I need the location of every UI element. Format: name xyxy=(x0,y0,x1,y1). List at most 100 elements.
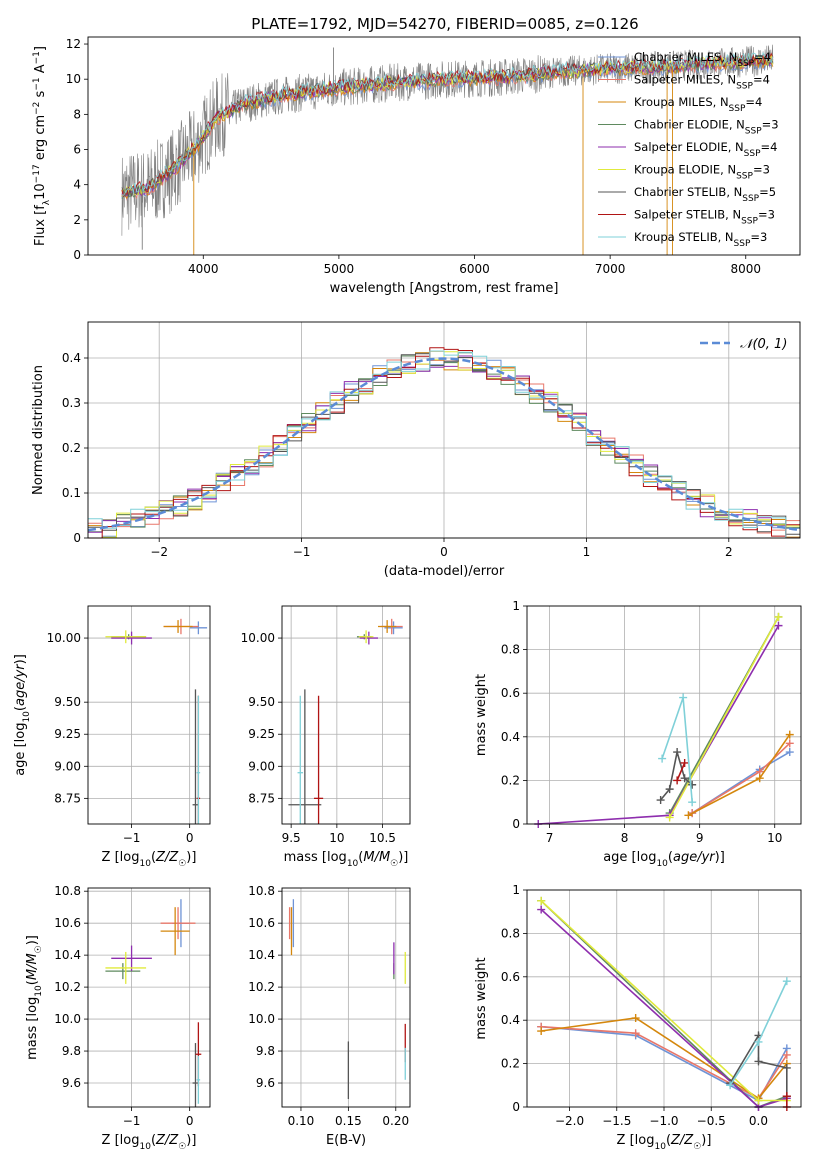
y-tick-label: 10.4 xyxy=(248,948,275,962)
x-tick-label: 1 xyxy=(583,545,591,559)
x-tick-label: 0 xyxy=(440,545,448,559)
weight-line-salpeter_stelib xyxy=(676,762,686,781)
y-tick-label: 0.4 xyxy=(62,351,81,365)
legend-label: Salpeter STELIB, NSSP=3 xyxy=(634,208,775,227)
x-tick-label: −2 xyxy=(150,545,168,559)
residuals-plot: −2 −1 0 1 2 0 0.1 0.2 0.3 0.4 (data-model)/error No… xyxy=(31,321,801,579)
y-tick-label: 9.00 xyxy=(248,759,275,773)
weight-marker xyxy=(665,785,674,794)
axes-frame xyxy=(526,605,802,825)
y-tick-label: 0.4 xyxy=(501,730,520,744)
weight-marker xyxy=(782,1063,791,1072)
errorbar-group xyxy=(105,899,202,1107)
x-tick-label: 10.5 xyxy=(369,831,396,845)
x-axis-label: Z [log10(Z/Z☉)] xyxy=(102,1133,197,1152)
x-tick-label: 4000 xyxy=(188,262,219,276)
x-tick-label: −2.0 xyxy=(555,1114,584,1128)
x-axis-label: (data-model)/error xyxy=(384,564,505,579)
x-tick-label: −1 xyxy=(123,831,141,845)
y-tick-label: 6 xyxy=(73,143,81,157)
y-tick-label: 10.6 xyxy=(248,916,275,930)
x-axis-label: E(B-V) xyxy=(326,1133,366,1148)
weight-marker xyxy=(631,1029,640,1038)
histogram-kroupa_stelib xyxy=(88,350,800,539)
weight-marker xyxy=(631,1014,640,1023)
y-tick-label: 10.0 xyxy=(54,1012,81,1026)
weight-line-salpeter_elodie xyxy=(538,625,780,825)
y-tick-label: 10.2 xyxy=(248,980,275,994)
legend-label: Chabrier STELIB, NSSP=5 xyxy=(634,185,776,204)
x-tick-label: 0.15 xyxy=(335,1114,362,1128)
weight-marker xyxy=(785,730,794,739)
y-tick-label: 0 xyxy=(512,1100,520,1114)
x-tick-label: 0.20 xyxy=(382,1114,409,1128)
weight-marker xyxy=(688,780,697,789)
y-tick-label: 0.2 xyxy=(62,441,81,455)
y-tick-label: 9.25 xyxy=(54,727,81,741)
x-tick-label: 6000 xyxy=(459,262,490,276)
age_vs_Z-plot: −1 0 8.75 9.00 9.25 9.50 10.00 Z [log10(Z/Z☉)] a… xyxy=(13,605,211,869)
y-tick-label: 9.6 xyxy=(62,1076,81,1090)
x-tick-label: 10 xyxy=(767,831,782,845)
x-tick-label: 0 xyxy=(186,831,194,845)
weight-marker xyxy=(782,1092,791,1101)
y-tick-label: 10.4 xyxy=(54,948,81,962)
x-tick-label: 5000 xyxy=(324,262,355,276)
y-tick-label: 12 xyxy=(66,37,81,51)
y-tick-label: 9.50 xyxy=(248,695,275,709)
weight-marker xyxy=(774,612,783,621)
x-tick-label: 8000 xyxy=(730,262,761,276)
weight-marker xyxy=(658,754,667,763)
y-tick-label: 10 xyxy=(66,72,81,86)
legend-label: Salpeter MILES, NSSP=4 xyxy=(634,73,770,92)
y-tick-label: 9.8 xyxy=(256,1044,275,1058)
legend-label: Kroupa MILES, NSSP=4 xyxy=(634,95,762,114)
x-tick-label: −0.5 xyxy=(697,1114,726,1128)
weight-marker xyxy=(774,621,783,630)
y-tick-label: 10.0 xyxy=(248,1012,275,1026)
axes-frame xyxy=(281,605,411,825)
legend-label: Salpeter ELODIE, NSSP=4 xyxy=(634,140,777,159)
x-tick-label: 7000 xyxy=(595,262,626,276)
y-tick-label: 10.00 xyxy=(47,631,81,645)
x-tick-label: 0 xyxy=(186,1114,194,1128)
x-tick-label: 0.0 xyxy=(749,1114,768,1128)
x-tick-label: −1.5 xyxy=(602,1114,631,1128)
y-tick-label: 0.4 xyxy=(501,1013,520,1027)
errorbar-group xyxy=(105,618,208,824)
axes-frame xyxy=(87,887,211,1108)
y-tick-label: 8.75 xyxy=(248,791,275,805)
x-tick-label: 2 xyxy=(725,545,733,559)
x-axis-label: wavelength [Angstrom, rest frame] xyxy=(330,281,559,296)
y-tick-label: 0.2 xyxy=(501,773,520,787)
y-tick-label: 0.8 xyxy=(501,926,520,940)
weight-line-kroupa_elodie xyxy=(668,616,780,818)
legend-label: Kroupa ELODIE, NSSP=3 xyxy=(634,163,770,182)
y-axis-label: mass [log10(M/M☉)] xyxy=(25,935,44,1060)
y-tick-label: 2 xyxy=(73,213,81,227)
weight-marker xyxy=(754,1096,763,1105)
axes-frame xyxy=(281,887,411,1108)
weight-marker xyxy=(684,811,693,820)
y-tick-label: 0.3 xyxy=(62,396,81,410)
weight-marker xyxy=(537,1027,546,1036)
y-tick-label: 0.6 xyxy=(501,970,520,984)
x-axis-label: mass [log10(M/M☉)] xyxy=(284,850,409,869)
y-tick-label: 4 xyxy=(73,178,81,192)
y-tick-label: 10.2 xyxy=(54,980,81,994)
y-axis-label: age [log10(age/yr)] xyxy=(13,654,32,776)
normal-curve xyxy=(87,357,801,532)
legend-label: 𝒩(0, 1) xyxy=(740,337,787,352)
spectrum-legend: Chabrier MILES, NSSP=4 Salpeter MILES, NS… xyxy=(598,50,779,249)
y-axis-label: mass weight xyxy=(474,674,489,756)
weight-marker xyxy=(754,1057,763,1066)
weight-marker xyxy=(680,758,689,767)
weight-line-kroupa_miles xyxy=(541,1017,788,1100)
figure-title: PLATE=1792, MJD=54270, FIBERID=0085, z=0… xyxy=(251,15,638,33)
legend-label: Chabrier ELODIE, NSSP=3 xyxy=(634,118,779,137)
weight-marker xyxy=(785,748,794,757)
y-tick-label: 0.2 xyxy=(501,1057,520,1071)
weight-marker xyxy=(726,1081,735,1090)
y-tick-label: 10.8 xyxy=(54,884,81,898)
